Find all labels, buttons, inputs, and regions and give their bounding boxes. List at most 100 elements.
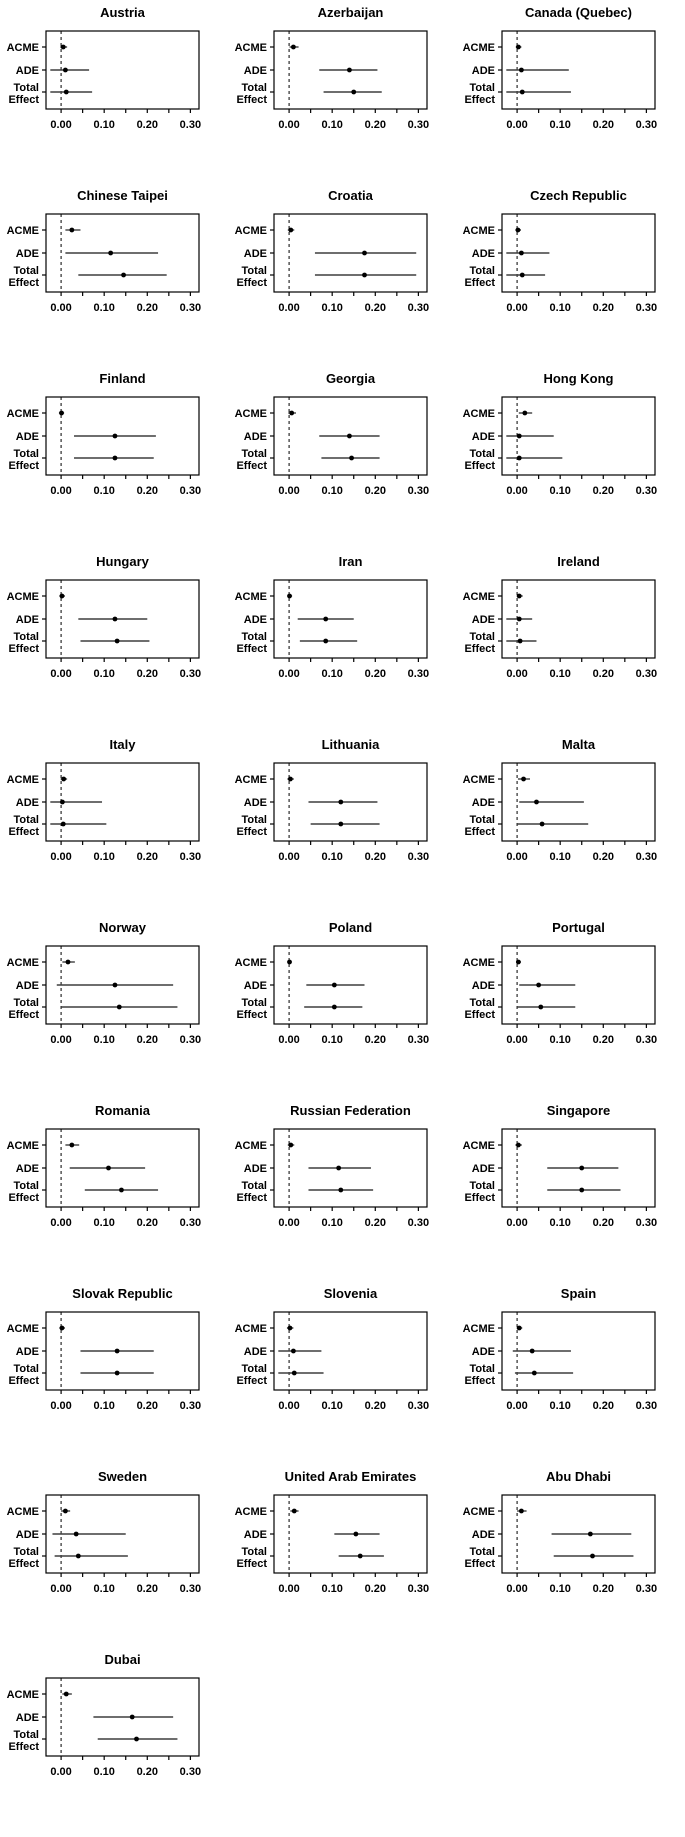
- x-axis-tick-label: 0.10: [549, 485, 570, 497]
- point-estimate: [516, 433, 522, 439]
- x-axis-tick-label: 0.30: [408, 668, 429, 680]
- x-axis-tick-label: 0.20: [593, 1583, 614, 1595]
- point-estimate: [108, 250, 114, 256]
- category-label-total-effect: Effect: [8, 826, 39, 838]
- category-label-ade: ADE: [244, 614, 267, 626]
- panel-title: Malta: [562, 737, 596, 752]
- panel-title: Austria: [100, 5, 146, 20]
- category-label-acme: ACME: [463, 1323, 495, 1335]
- category-label-acme: ACME: [7, 1689, 39, 1701]
- point-estimate: [362, 272, 367, 278]
- chart-panel: Canada (Quebec) 0.00 0.10 0.20 0.30 ACME ADE To…: [456, 1, 684, 184]
- category-label-total-effect: Effect: [8, 1009, 39, 1021]
- category-label-total-effect: Total: [242, 1180, 267, 1192]
- point-estimate: [536, 982, 542, 988]
- point-estimate: [351, 89, 357, 95]
- panel-title: Iran: [339, 554, 363, 569]
- x-axis-tick-label: 0.00: [50, 1400, 71, 1412]
- point-estimate: [590, 1553, 595, 1559]
- category-label-total-effect: Total: [14, 1363, 39, 1375]
- category-label-acme: ACME: [7, 1506, 39, 1518]
- category-label-ade: ADE: [16, 614, 39, 626]
- category-label-ade: ADE: [472, 65, 495, 77]
- chart-panel: Romania 0.00 0.10 0.20 0.30 ACME ADE Total Effec…: [0, 1099, 228, 1282]
- panel-svg: Austria 0.00 0.10 0.20 0.30 ACME ADE TotalEffec…: [7, 5, 201, 131]
- point-estimate: [73, 1531, 79, 1537]
- panel-title: Norway: [99, 920, 147, 935]
- x-axis-tick-label: 0.10: [549, 1034, 570, 1046]
- point-estimate: [287, 593, 292, 599]
- x-axis-tick-label: 0.00: [506, 851, 527, 863]
- category-label-total-effect: Effect: [464, 1192, 495, 1204]
- x-axis-tick-label: 0.30: [180, 485, 201, 497]
- chart-panel: Sweden 0.00 0.10 0.20 0.30 ACME ADE Total Effect: [0, 1465, 228, 1648]
- category-label-acme: ACME: [7, 408, 39, 420]
- panel-svg: Romania 0.00 0.10 0.20 0.30 ACME ADE TotalEffec…: [7, 1103, 201, 1229]
- category-label-total-effect: Effect: [8, 277, 39, 289]
- x-axis-tick-label: 0.30: [408, 851, 429, 863]
- category-label-acme: ACME: [235, 1140, 267, 1152]
- x-axis-tick-label: 0.30: [636, 119, 657, 131]
- category-label-total-effect: Effect: [8, 1558, 39, 1570]
- panel-title: Georgia: [326, 371, 376, 386]
- category-label-total-effect: Total: [242, 1363, 267, 1375]
- x-axis-tick-label: 0.00: [506, 1400, 527, 1412]
- category-label-acme: ACME: [7, 774, 39, 786]
- panel-svg: Hungary 0.00 0.10 0.20 0.30 ACME ADE TotalEffec…: [7, 554, 201, 680]
- category-label-acme: ACME: [463, 42, 495, 54]
- point-estimate: [65, 959, 71, 965]
- x-axis-tick-label: 0.20: [593, 668, 614, 680]
- category-label-acme: ACME: [235, 225, 267, 237]
- x-axis-tick-label: 0.20: [593, 1400, 614, 1412]
- x-axis-tick-label: 0.30: [636, 851, 657, 863]
- x-axis-tick-label: 0.10: [321, 668, 342, 680]
- point-estimate: [69, 1142, 75, 1148]
- category-label-acme: ACME: [7, 591, 39, 603]
- x-axis-tick-label: 0.30: [636, 1583, 657, 1595]
- point-estimate: [336, 1165, 342, 1171]
- category-label-total-effect: Total: [14, 1546, 39, 1558]
- panel-svg: Lithuania 0.00 0.10 0.20 0.30 ACME ADE TotalEff…: [235, 737, 429, 863]
- x-axis-tick-label: 0.00: [278, 1217, 299, 1229]
- category-label-acme: ACME: [463, 408, 495, 420]
- category-label-total-effect: Effect: [236, 1009, 267, 1021]
- category-label-acme: ACME: [7, 1323, 39, 1335]
- x-axis-tick-label: 0.10: [321, 1583, 342, 1595]
- panel-title: Italy: [109, 737, 136, 752]
- x-axis-tick-label: 0.20: [365, 851, 386, 863]
- category-label-total-effect: Effect: [236, 1558, 267, 1570]
- category-label-total-effect: Effect: [236, 1375, 267, 1387]
- category-label-acme: ACME: [463, 1140, 495, 1152]
- point-estimate: [129, 1714, 135, 1720]
- category-label-total-effect: Total: [242, 997, 267, 1009]
- panel-svg: Abu Dhabi 0.00 0.10 0.20 0.30 ACME ADE TotalEff…: [463, 1469, 657, 1595]
- point-estimate: [331, 1004, 337, 1010]
- point-estimate: [518, 250, 524, 256]
- category-label-acme: ACME: [7, 225, 39, 237]
- category-label-ade: ADE: [16, 248, 39, 260]
- point-estimate: [579, 1165, 585, 1171]
- x-axis-tick-label: 0.30: [408, 1583, 429, 1595]
- panel-title: Azerbaijan: [318, 5, 384, 20]
- x-axis-tick-label: 0.20: [365, 668, 386, 680]
- x-axis-tick-label: 0.00: [506, 119, 527, 131]
- x-axis-tick-label: 0.20: [137, 1766, 158, 1778]
- x-axis-tick-label: 0.10: [321, 1034, 342, 1046]
- point-estimate: [134, 1736, 139, 1742]
- category-label-ade: ADE: [16, 980, 39, 992]
- point-estimate: [349, 455, 354, 461]
- category-label-total-effect: Effect: [464, 94, 495, 106]
- category-label-acme: ACME: [463, 957, 495, 969]
- point-estimate: [515, 227, 521, 233]
- category-label-total-effect: Effect: [236, 94, 267, 106]
- x-axis-tick-label: 0.00: [50, 668, 71, 680]
- category-label-total-effect: Effect: [464, 460, 495, 472]
- x-axis-tick-label: 0.30: [180, 1034, 201, 1046]
- point-estimate: [69, 227, 75, 233]
- panel-svg: Azerbaijan 0.00 0.10 0.20 0.30 ACME ADE TotalEf…: [235, 5, 429, 131]
- category-label-total-effect: Total: [470, 265, 495, 277]
- point-estimate: [59, 1325, 65, 1331]
- category-label-ade: ADE: [244, 431, 267, 443]
